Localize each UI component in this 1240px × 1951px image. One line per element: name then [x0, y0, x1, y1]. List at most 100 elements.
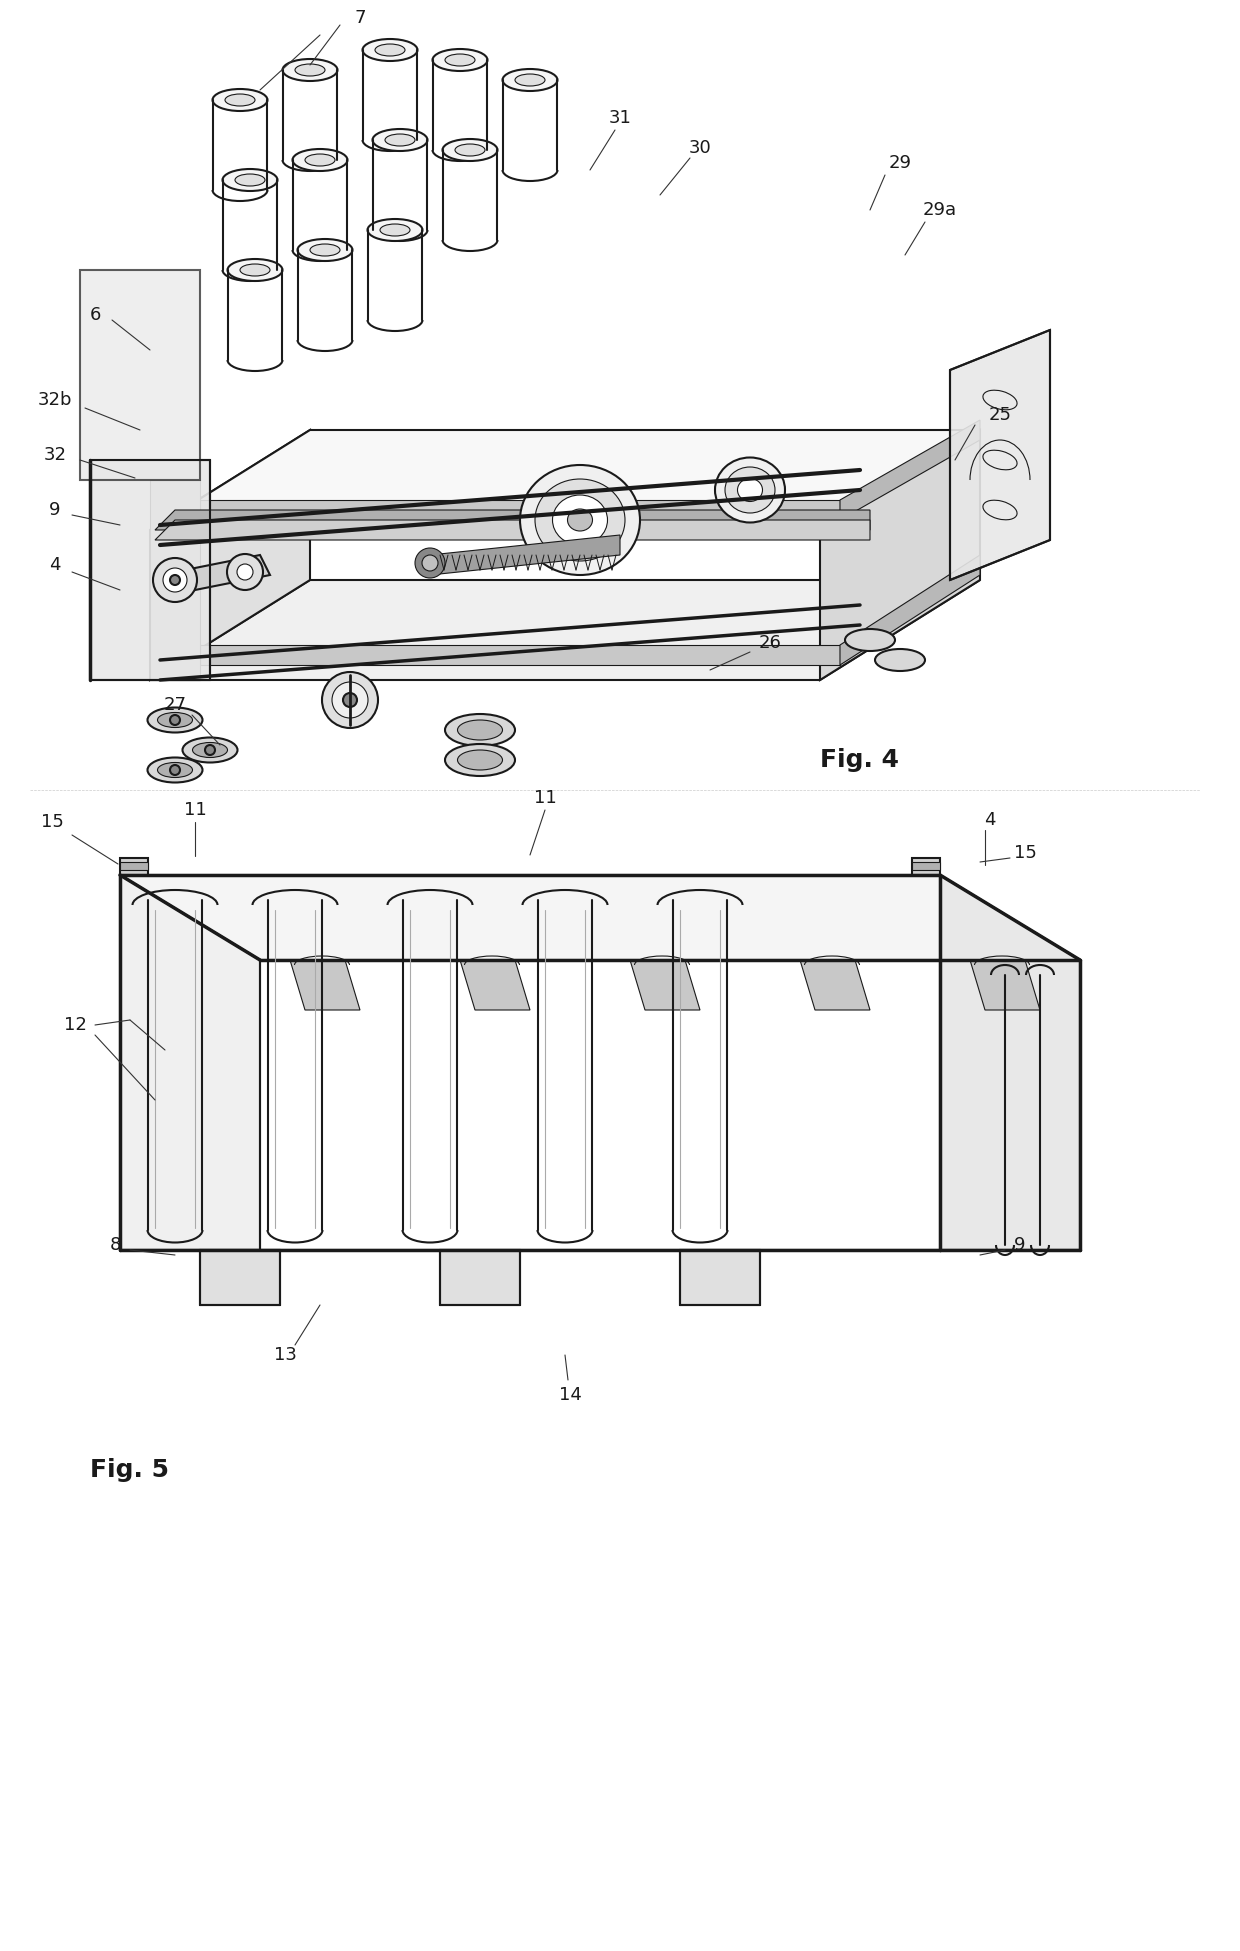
Circle shape [162, 568, 187, 591]
Text: 15: 15 [1013, 845, 1037, 862]
Text: Fig. 5: Fig. 5 [91, 1457, 170, 1483]
Ellipse shape [568, 509, 593, 531]
Ellipse shape [222, 170, 278, 191]
Polygon shape [839, 419, 980, 521]
Ellipse shape [283, 59, 337, 82]
Polygon shape [155, 509, 870, 531]
Text: 11: 11 [184, 802, 206, 819]
Ellipse shape [241, 263, 270, 275]
Text: 4: 4 [50, 556, 61, 574]
Ellipse shape [875, 650, 925, 671]
Polygon shape [81, 269, 200, 480]
Circle shape [153, 558, 197, 603]
Polygon shape [440, 1251, 520, 1305]
Circle shape [343, 693, 357, 706]
Polygon shape [120, 874, 1080, 960]
Text: 12: 12 [63, 1016, 87, 1034]
Ellipse shape [298, 240, 352, 261]
Polygon shape [160, 554, 270, 595]
Polygon shape [970, 960, 1040, 1011]
Polygon shape [911, 858, 940, 874]
Text: Fig. 4: Fig. 4 [821, 747, 899, 773]
Text: 11: 11 [533, 788, 557, 808]
Ellipse shape [157, 712, 192, 728]
Polygon shape [200, 1251, 280, 1305]
Polygon shape [630, 960, 701, 1011]
Circle shape [422, 554, 438, 572]
Ellipse shape [553, 496, 608, 544]
Ellipse shape [433, 49, 487, 70]
Text: 29a: 29a [923, 201, 957, 219]
Text: 8: 8 [109, 1237, 120, 1254]
Text: 9: 9 [1014, 1237, 1025, 1254]
Polygon shape [911, 862, 940, 870]
Polygon shape [91, 460, 210, 681]
Circle shape [227, 554, 263, 589]
Ellipse shape [844, 628, 895, 652]
Circle shape [170, 576, 180, 585]
Text: 14: 14 [558, 1385, 582, 1405]
Polygon shape [150, 429, 310, 681]
Ellipse shape [293, 148, 347, 172]
Text: 6: 6 [89, 306, 100, 324]
Ellipse shape [715, 457, 785, 523]
Ellipse shape [295, 64, 325, 76]
Polygon shape [839, 554, 980, 665]
Polygon shape [120, 858, 148, 874]
Polygon shape [150, 480, 200, 681]
Polygon shape [680, 1251, 760, 1305]
Ellipse shape [310, 244, 340, 256]
Ellipse shape [212, 90, 268, 111]
Ellipse shape [224, 94, 255, 105]
Ellipse shape [445, 714, 515, 745]
Ellipse shape [157, 763, 192, 778]
Circle shape [170, 765, 180, 775]
Ellipse shape [305, 154, 335, 166]
Ellipse shape [384, 135, 415, 146]
Ellipse shape [738, 478, 763, 501]
Ellipse shape [372, 129, 428, 150]
Polygon shape [940, 874, 1080, 1251]
Text: 26: 26 [759, 634, 781, 652]
Ellipse shape [148, 757, 202, 782]
Ellipse shape [534, 480, 625, 562]
Circle shape [332, 683, 368, 718]
Polygon shape [820, 429, 980, 681]
Text: 4: 4 [985, 812, 996, 829]
Polygon shape [430, 535, 620, 576]
Polygon shape [200, 499, 839, 521]
Ellipse shape [520, 464, 640, 576]
Polygon shape [950, 330, 1050, 579]
Ellipse shape [455, 144, 485, 156]
Polygon shape [120, 874, 260, 1251]
Ellipse shape [502, 68, 558, 92]
Ellipse shape [227, 259, 283, 281]
Ellipse shape [379, 224, 410, 236]
Ellipse shape [725, 466, 775, 513]
Ellipse shape [374, 45, 405, 57]
Ellipse shape [445, 55, 475, 66]
Circle shape [237, 564, 253, 579]
Ellipse shape [182, 737, 238, 763]
Ellipse shape [458, 720, 502, 739]
Polygon shape [200, 646, 839, 665]
Text: 32b: 32b [37, 390, 72, 410]
Ellipse shape [236, 174, 265, 185]
Text: 32: 32 [43, 447, 67, 464]
Ellipse shape [515, 74, 546, 86]
Ellipse shape [367, 219, 423, 242]
Circle shape [322, 671, 378, 728]
Text: 30: 30 [688, 139, 712, 156]
Ellipse shape [445, 743, 515, 776]
Ellipse shape [443, 139, 497, 162]
Text: 27: 27 [164, 697, 186, 714]
Text: 13: 13 [274, 1346, 296, 1364]
Text: 7: 7 [355, 10, 366, 27]
Ellipse shape [148, 708, 202, 732]
Circle shape [415, 548, 445, 577]
Ellipse shape [362, 39, 418, 60]
Text: 15: 15 [41, 814, 63, 831]
Ellipse shape [458, 749, 502, 771]
Polygon shape [460, 960, 529, 1011]
Polygon shape [290, 960, 360, 1011]
